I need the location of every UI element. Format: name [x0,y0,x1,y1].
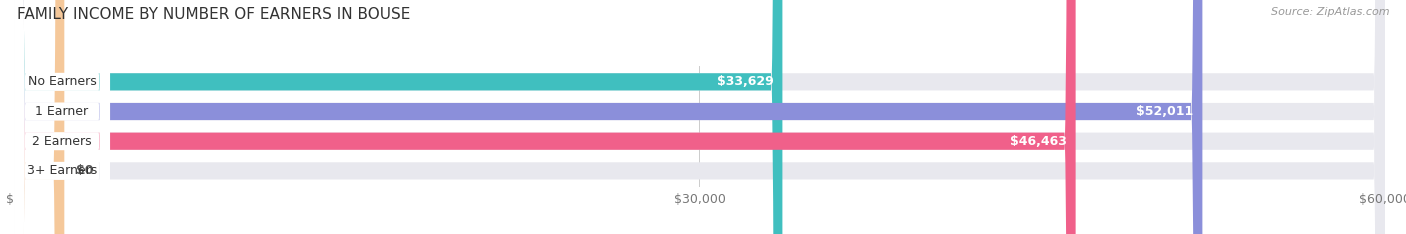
Text: $52,011: $52,011 [1136,105,1194,118]
Text: 3+ Earners: 3+ Earners [27,164,97,177]
FancyBboxPatch shape [14,0,110,234]
FancyBboxPatch shape [14,0,1385,234]
FancyBboxPatch shape [14,0,110,234]
Text: 1 Earner: 1 Earner [35,105,89,118]
FancyBboxPatch shape [14,0,782,234]
FancyBboxPatch shape [14,0,1385,234]
Text: $46,463: $46,463 [1010,135,1067,148]
Text: No Earners: No Earners [28,75,97,88]
Text: $33,629: $33,629 [717,75,773,88]
Text: $0: $0 [76,164,93,177]
FancyBboxPatch shape [14,0,1385,234]
Text: FAMILY INCOME BY NUMBER OF EARNERS IN BOUSE: FAMILY INCOME BY NUMBER OF EARNERS IN BO… [17,7,411,22]
Text: 2 Earners: 2 Earners [32,135,91,148]
FancyBboxPatch shape [14,0,65,234]
FancyBboxPatch shape [14,0,110,234]
FancyBboxPatch shape [14,0,110,234]
FancyBboxPatch shape [14,0,1076,234]
FancyBboxPatch shape [14,0,1202,234]
FancyBboxPatch shape [14,0,1385,234]
Text: Source: ZipAtlas.com: Source: ZipAtlas.com [1271,7,1389,17]
